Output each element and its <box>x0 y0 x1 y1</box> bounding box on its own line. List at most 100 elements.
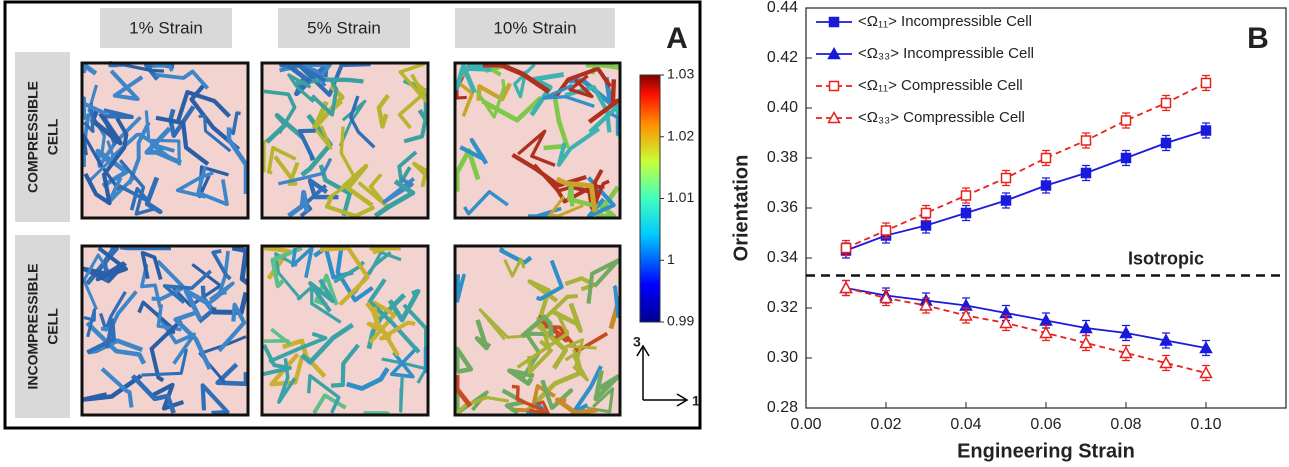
legend-marker <box>827 46 841 60</box>
fiber <box>399 375 404 413</box>
fiber <box>270 245 303 289</box>
fiber <box>118 159 155 216</box>
fiber <box>152 63 174 72</box>
fiber <box>593 179 610 206</box>
axis-direction: 3 <box>633 334 641 350</box>
fiber <box>155 115 210 166</box>
row-header: INCOMPRESSIBLE <box>25 263 41 389</box>
x-tick-label: 0.02 <box>870 416 901 433</box>
marker <box>1200 125 1212 136</box>
fiber <box>83 172 112 206</box>
fiber <box>307 178 339 200</box>
fiber <box>381 357 428 384</box>
fiber <box>463 190 509 216</box>
fiber <box>570 365 603 416</box>
fiber <box>86 318 116 355</box>
fiber <box>379 320 416 341</box>
marker <box>840 242 852 254</box>
colorbar-tick-label: 1.03 <box>667 66 694 82</box>
fiber <box>527 339 553 375</box>
fiber <box>149 142 175 162</box>
fiber <box>389 345 419 379</box>
fiber <box>215 362 249 387</box>
fiber <box>481 95 543 123</box>
arrow-head <box>676 393 689 407</box>
marker <box>839 280 853 294</box>
fiber <box>503 257 526 278</box>
fiber <box>366 321 400 357</box>
fiber <box>536 259 564 301</box>
y-tick-label: 0.30 <box>767 349 798 366</box>
fiber <box>333 260 366 284</box>
column-header-box <box>100 8 232 48</box>
fiber <box>118 184 151 211</box>
axis-direction: 1 <box>692 393 700 409</box>
fiber <box>552 302 583 334</box>
fiber <box>587 79 621 124</box>
fiber <box>198 335 247 384</box>
fiber <box>550 168 604 204</box>
fiber <box>175 170 214 199</box>
series-line <box>845 287 1207 374</box>
series <box>840 74 1212 257</box>
fiber <box>231 245 250 286</box>
fiber <box>455 273 466 303</box>
marker <box>1159 333 1173 346</box>
fiber <box>211 249 232 281</box>
marker <box>1080 167 1092 179</box>
y-tick-label: 0.42 <box>767 49 798 66</box>
fiber <box>98 290 127 332</box>
fiber <box>365 301 381 329</box>
fiber <box>565 338 597 368</box>
series <box>840 122 1212 259</box>
legend-marker <box>827 110 841 124</box>
series <box>839 279 1213 382</box>
image-background <box>262 63 428 218</box>
fiber <box>529 72 565 117</box>
fiber <box>312 100 344 150</box>
network-image <box>260 61 430 220</box>
fiber <box>273 155 300 186</box>
fiber <box>397 79 428 130</box>
marker <box>1199 340 1213 354</box>
column-header: 1% Strain <box>129 18 203 37</box>
fiber <box>290 246 314 278</box>
fiber <box>478 308 528 341</box>
fiber <box>278 157 333 186</box>
fiber <box>130 374 176 414</box>
fiber <box>211 291 249 315</box>
y-tick-label: 0.32 <box>767 299 798 316</box>
fiber <box>587 387 615 414</box>
fiber <box>539 293 578 353</box>
fiber <box>296 285 342 324</box>
fiber <box>198 114 232 153</box>
fiber <box>297 128 316 161</box>
fiber <box>454 346 474 375</box>
marker <box>1080 135 1092 146</box>
row-header: COMPRESSIBLE <box>25 81 41 193</box>
fiber <box>196 166 229 207</box>
fiber <box>300 322 355 365</box>
fiber <box>482 62 551 94</box>
fiber <box>306 373 341 414</box>
fiber <box>528 400 550 415</box>
fiber <box>154 69 210 90</box>
row-header-box <box>15 52 70 222</box>
column-header-box <box>278 8 410 48</box>
fiber <box>455 395 510 415</box>
legend-label: <Ω₁₁> Incompressible Cell <box>858 13 1032 30</box>
network-image <box>453 244 622 417</box>
image-frame <box>453 244 622 417</box>
row-header: CELL <box>45 308 61 345</box>
marker <box>1159 355 1173 369</box>
fiber <box>330 343 360 388</box>
marker <box>960 190 972 201</box>
x-tick-label: 0.08 <box>1110 416 1141 433</box>
fiber <box>367 278 421 354</box>
network-image <box>260 244 430 417</box>
fiber <box>107 175 137 205</box>
row-header: CELL <box>45 118 61 155</box>
fiber <box>507 368 535 386</box>
fiber <box>403 104 429 144</box>
fiber <box>459 137 489 165</box>
